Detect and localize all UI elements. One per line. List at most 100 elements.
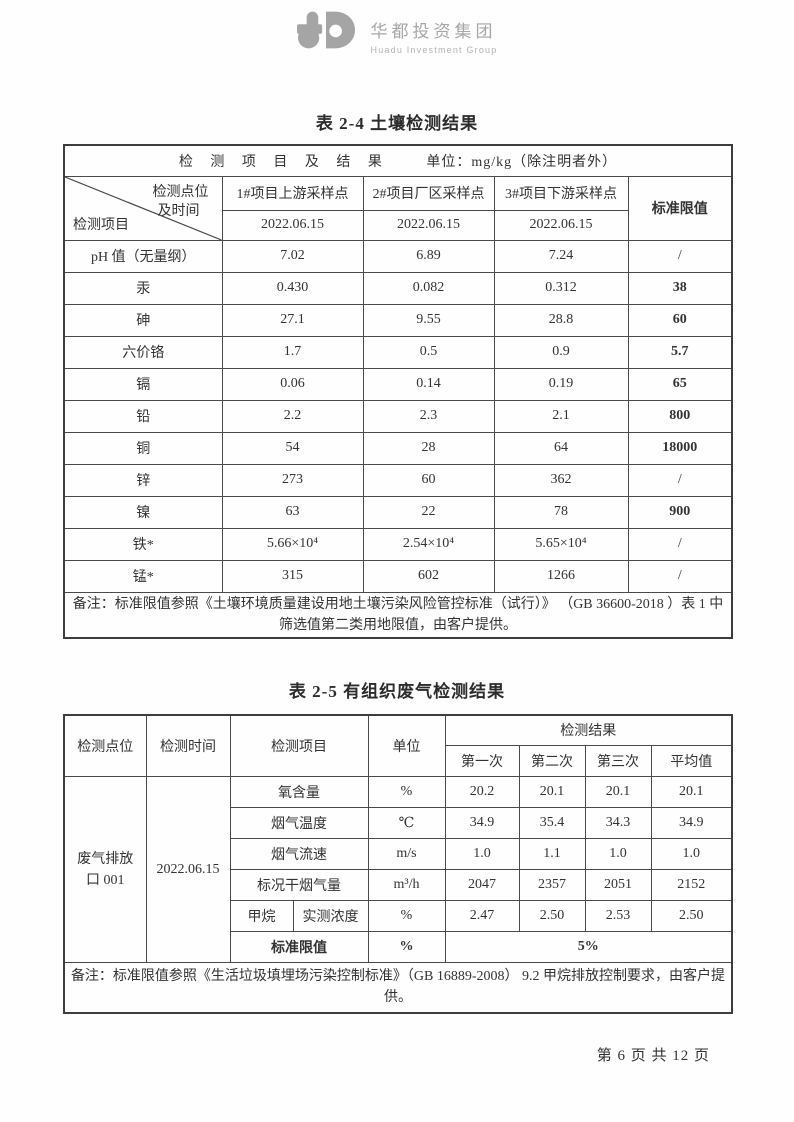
gas-results-table: 检测点位 检测时间 检测项目 单位 检测结果 第一次 第二次 第三次 平均值 废… xyxy=(63,713,733,1014)
header-average: 平均值 xyxy=(650,745,733,777)
company-name-cn: 华都投资集团 xyxy=(370,22,497,41)
methane-sub-label: 实测浓度 xyxy=(292,900,369,932)
emission-point: 废气排放 口 001 xyxy=(63,776,147,963)
row-label: pH 值（无量纲） xyxy=(63,239,223,273)
value-cell: 54 xyxy=(221,431,364,465)
value-cell: 0.19 xyxy=(493,367,629,401)
value-cell: 2.1 xyxy=(493,399,629,433)
emission-point-line2: 口 001 xyxy=(86,872,125,888)
row-label: 镍 xyxy=(63,495,223,529)
value-cell: 35.4 xyxy=(518,807,586,839)
value-cell: 63 xyxy=(221,495,364,529)
value-cell: 6.89 xyxy=(362,239,495,273)
methane-label: 甲烷 xyxy=(229,900,294,932)
value-cell: 2.50 xyxy=(518,900,586,932)
limit-cell: / xyxy=(627,527,733,561)
row-label: 六价铬 xyxy=(63,335,223,369)
gas-table-note: 备注：标准限值参照《生活垃圾填埋场污染控制标准》（GB 16889-2008） … xyxy=(63,962,733,1013)
limit-cell: 900 xyxy=(627,495,733,529)
header-title-text: 检 测 项 目 及 结 果 xyxy=(178,154,389,170)
value-cell: 1.0 xyxy=(584,838,652,870)
logo-text: 华都投资集团 Huadu Investment Group xyxy=(371,9,498,55)
value-cell: 1266 xyxy=(493,559,629,593)
value-cell: 20.1 xyxy=(584,776,652,808)
sample-point-header: 3#项目下游采样点 xyxy=(493,175,629,211)
corner-cell: 检测点位 及时间 检测项目 xyxy=(63,175,223,241)
company-name-en: Huadu Investment Group xyxy=(370,45,498,55)
value-cell: 28.8 xyxy=(493,303,629,337)
average-cell: 1.0 xyxy=(650,838,733,870)
limit-cell: / xyxy=(627,559,733,593)
header-item: 检测项目 xyxy=(229,714,369,777)
value-cell: 34.9 xyxy=(444,807,520,839)
value-cell: 20.1 xyxy=(518,776,586,808)
value-cell: 602 xyxy=(362,559,495,593)
value-cell: 7.02 xyxy=(221,239,364,273)
sample-date: 2022.06.15 xyxy=(221,209,364,241)
value-cell: 2051 xyxy=(584,869,652,901)
limit-cell: 65 xyxy=(627,367,733,401)
limit-cell: 38 xyxy=(627,271,733,305)
limit-row: 标准限值 % 5% xyxy=(64,931,733,963)
unit-cell: m/s xyxy=(367,838,446,870)
company-logo: 华都投资集团 Huadu Investment Group xyxy=(0,0,794,55)
row-label: 铜 xyxy=(63,431,223,465)
value-cell: 5.65×10⁴ xyxy=(493,527,629,561)
row-label: 锰* xyxy=(63,559,223,593)
row-label: 铁* xyxy=(63,527,223,561)
value-cell: 362 xyxy=(493,463,629,497)
unit-cell: % xyxy=(367,900,446,932)
value-cell: 28 xyxy=(362,431,495,465)
table-row: 废气排放 口 001 2022.06.15 氧含量 % 20.2 20.1 20… xyxy=(63,776,733,963)
average-cell: 2152 xyxy=(650,869,733,901)
table-row: 标况干烟气量 m³/h 2047 2357 2051 2152 xyxy=(64,869,733,901)
header-time: 检测时间 xyxy=(145,714,231,777)
limit-cell: 18000 xyxy=(627,431,733,465)
header-unit: 单位 xyxy=(367,714,446,777)
value-cell: 0.9 xyxy=(493,335,629,369)
corner-label-time: 及时间 xyxy=(157,203,200,219)
header-third: 第三次 xyxy=(584,745,652,777)
value-cell: 2.54×10⁴ xyxy=(362,527,495,561)
table-row: 汞 0.430 0.082 0.312 38 xyxy=(63,271,733,305)
value-cell: 60 xyxy=(362,463,495,497)
value-cell: 0.14 xyxy=(362,367,495,401)
table-row: 锌 273 60 362 / xyxy=(63,463,733,497)
value-cell: 273 xyxy=(221,463,364,497)
value-cell: 0.5 xyxy=(362,335,495,369)
value-cell: 34.3 xyxy=(584,807,652,839)
average-cell: 2.50 xyxy=(650,900,733,932)
table-row: 铅 2.2 2.3 2.1 800 xyxy=(63,399,733,433)
limit-cell: 800 xyxy=(627,399,733,433)
logo-mark-icon xyxy=(296,11,355,49)
limit-cell: / xyxy=(627,463,733,497)
header-result: 检测结果 xyxy=(444,714,733,746)
average-cell: 20.1 xyxy=(650,776,733,808)
table-row: 锰* 315 602 1266 / xyxy=(63,559,733,593)
corner-label-point: 检测点位 xyxy=(152,184,209,200)
value-cell: 1.0 xyxy=(444,838,520,870)
sample-point-header: 2#项目厂区采样点 xyxy=(362,175,495,211)
value-cell: 315 xyxy=(221,559,364,593)
value-cell: 0.312 xyxy=(493,271,629,305)
row-label: 汞 xyxy=(63,271,223,305)
header-second: 第二次 xyxy=(518,745,586,777)
unit-cell: ℃ xyxy=(367,807,446,839)
value-cell: 78 xyxy=(493,495,629,529)
monitor-date: 2022.06.15 xyxy=(145,776,231,963)
limit-cell: / xyxy=(627,239,733,273)
soil-table-note: 备注：标准限值参照《土壤环境质量建设用地土壤污染风险管控标准（试行）》 （GB … xyxy=(63,591,733,638)
item-label: 烟气流速 xyxy=(229,838,369,870)
soil-results-table: 检 测 项 目 及 结 果 单位：mg/kg（除注明者外） 检测点位 及时间 检… xyxy=(63,144,734,639)
row-label: 锌 xyxy=(63,463,223,497)
table-row: pH 值（无量纲） 7.02 6.89 7.24 / xyxy=(63,239,733,273)
value-cell: 20.2 xyxy=(444,776,520,808)
value-cell: 5.66×10⁴ xyxy=(221,527,364,561)
diagonal-line xyxy=(65,177,222,240)
item-label: 标况干烟气量 xyxy=(229,869,369,901)
row-label: 镉 xyxy=(63,367,223,401)
soil-table-top-header: 检 测 项 目 及 结 果 单位：mg/kg（除注明者外） xyxy=(63,144,733,177)
value-cell: 9.55 xyxy=(362,303,495,337)
limit-unit: % xyxy=(367,931,446,963)
limit-header: 标准限值 xyxy=(627,175,733,241)
